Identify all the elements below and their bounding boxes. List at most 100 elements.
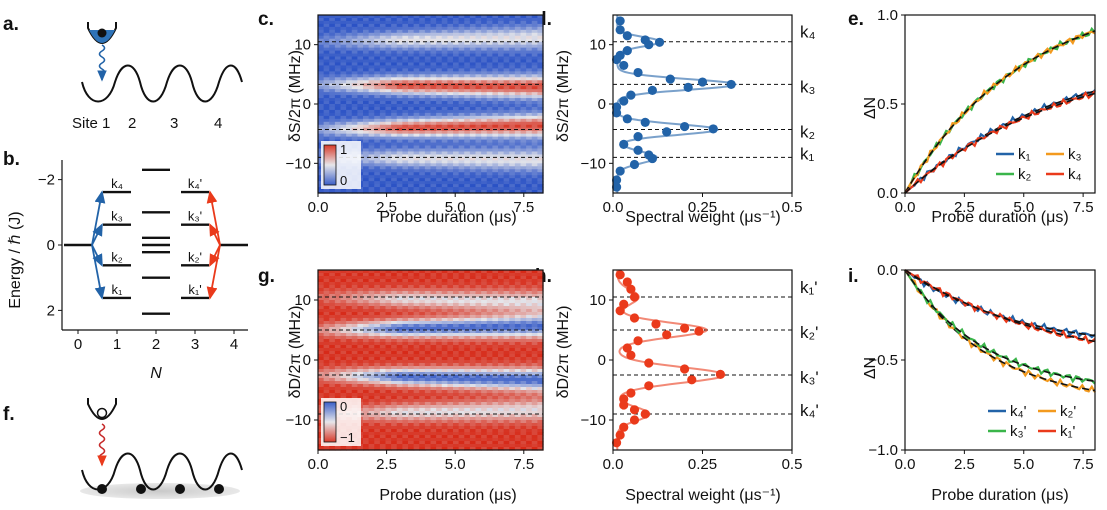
heatmap-cell [537,157,544,161]
heatmap-cell [441,399,448,403]
heatmap-cell [531,29,538,34]
heatmap-cell [408,184,415,188]
heatmap-cell [334,77,342,81]
heatmap-cell [323,447,330,451]
heatmap-cell [424,348,432,352]
heatmap-cell [469,148,477,153]
heatmap-cell [419,124,426,129]
heatmap-cell [458,163,465,167]
heatmap-cell [526,92,533,96]
heatmap-cell [419,53,426,58]
heatmap-cell [436,101,443,105]
heatmap-cell [340,345,347,349]
heatmap-cell [318,354,325,358]
heatmap-cell [447,115,454,120]
heatmap-cell [379,393,387,397]
heatmap-cell [481,426,488,430]
heatmap-cell [419,438,426,442]
heatmap-cell [464,366,471,370]
heatmap-cell [391,408,398,412]
heatmap-cell [441,98,448,102]
heatmap-cell [486,151,493,156]
heatmap-cell [531,47,538,52]
heatmap-cell [526,50,533,55]
heatmap-cell [531,270,538,274]
heatmap-cell [329,124,336,129]
heatmap-cell [368,38,375,43]
heatmap-cell [526,360,533,364]
heatmap-cell [492,83,499,87]
heatmap-cell [379,273,387,277]
heatmap-cell [503,154,510,158]
heatmap-cell [464,157,471,161]
heatmap-cell [520,17,527,22]
heatmap-cell [368,375,375,379]
heatmap-cell [363,321,370,325]
heatmap-cell [424,17,432,22]
heatmap-cell [498,172,505,176]
heatmap-cell [453,327,460,331]
heatmap-cell [531,124,538,129]
heatmap-cell [385,163,392,167]
heatmap-cell [430,71,437,75]
heatmap-cell [469,121,477,126]
heatmap-cell [537,106,544,111]
heatmap-cell [391,378,398,382]
heatmap-cell [486,77,493,81]
heatmap-cell [402,148,409,153]
heatmap-cell [334,74,342,78]
heatmap-cell [537,160,544,164]
heatmap-cell [481,151,488,156]
heatmap-cell [346,348,353,352]
heatmap-cell [363,333,370,337]
heatmap-cell [509,435,516,439]
heatmap-cell [436,429,443,433]
heatmap-cell [531,53,538,58]
heatmap-cell [385,351,392,355]
heatmap-cell [318,17,325,22]
heatmap-cell [464,276,471,280]
heatmap-cell [374,369,381,373]
heatmap-cell [340,390,347,394]
heatmap-cell [408,411,415,415]
heatmap-cell [509,408,516,412]
heatmap-cell [481,360,488,364]
heatmap-cell [368,297,375,301]
heatmap-cell [424,270,432,274]
panel-g-ylabel: δD/2π (MHz) [287,306,304,399]
heatmap-cell [520,420,527,424]
heatmap-cell [413,181,420,185]
heatmap-cell [469,297,477,301]
heatmap-cell [318,330,325,334]
heatmap-cell [385,178,392,182]
heatmap-cell [368,115,375,120]
heatmap-cell [424,184,432,188]
heatmap-cell [430,354,437,358]
heatmap-cell [368,175,375,179]
heatmap-cell [430,282,437,286]
heatmap-cell [424,32,432,37]
heatmap-cell [351,357,358,361]
heatmap-cell [374,104,381,108]
heatmap-cell [334,384,342,388]
heatmap-cell [351,396,358,400]
heatmap-cell [475,324,482,328]
heatmap-cell [453,297,460,301]
heatmap-cell [334,92,342,96]
heatmap-cell [323,83,330,87]
heatmap-cell [385,339,392,343]
heatmap-cell [396,330,403,334]
heatmap-cell [351,330,358,334]
heatmap-cell [531,447,538,451]
panel-label-a: a. [3,14,19,35]
heatmap-cell [498,438,505,442]
heatmap-cell [447,29,454,34]
heatmap-cell [318,339,325,343]
heatmap-cell [391,83,398,87]
heatmap-cell [419,288,426,292]
heatmap-cell [453,315,460,319]
heatmap-cell [318,38,325,43]
heatmap-cell [430,393,437,397]
heatmap-cell [357,29,364,34]
heatmap-cell [357,41,364,46]
